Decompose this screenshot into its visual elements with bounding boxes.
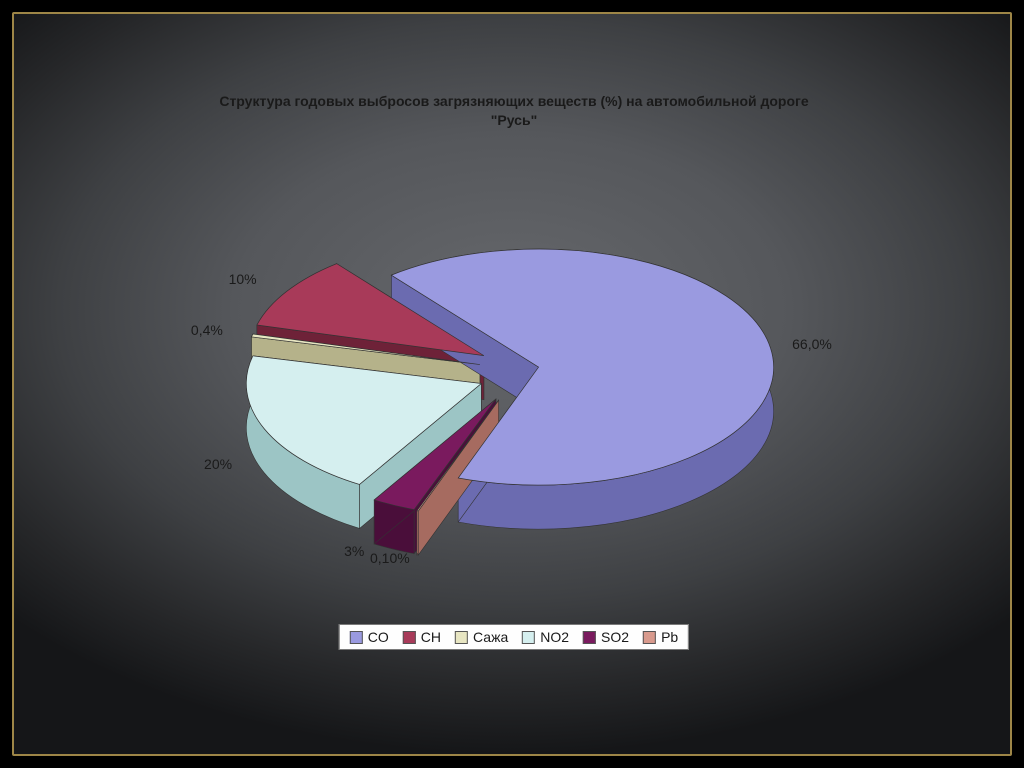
chart-title-line1: Структура годовых выбросов загрязняющих … xyxy=(94,92,934,111)
chart-plot-area: Структура годовых выбросов загрязняющих … xyxy=(94,84,934,664)
legend-item-Сажа: Сажа xyxy=(455,629,508,645)
legend-swatch xyxy=(643,631,656,644)
legend-item-CO: CO xyxy=(350,629,389,645)
data-label-NO2: 20% xyxy=(204,456,232,472)
data-label-SO2: 3% xyxy=(344,543,364,559)
legend: CO CH Сажа NO2 SO2 Pb xyxy=(339,624,689,650)
legend-item-Pb: Pb xyxy=(643,629,678,645)
chart-title-line2: "Русь" xyxy=(94,111,934,130)
slide-frame: Структура годовых выбросов загрязняющих … xyxy=(12,12,1012,756)
data-label-Сажа: 0,4% xyxy=(191,322,223,338)
legend-swatch xyxy=(583,631,596,644)
legend-item-NO2: NO2 xyxy=(522,629,569,645)
legend-label: NO2 xyxy=(540,629,569,645)
data-label-CO: 66,0% xyxy=(792,336,832,352)
legend-label: Сажа xyxy=(473,629,508,645)
chart-title: Структура годовых выбросов загрязняющих … xyxy=(94,92,934,130)
legend-item-CH: CH xyxy=(403,629,441,645)
legend-swatch xyxy=(522,631,535,644)
data-label-CH: 10% xyxy=(229,271,257,287)
legend-label: CH xyxy=(421,629,441,645)
legend-swatch xyxy=(455,631,468,644)
legend-swatch xyxy=(403,631,416,644)
legend-label: Pb xyxy=(661,629,678,645)
data-label-Pb: 0,10% xyxy=(370,550,410,566)
legend-item-SO2: SO2 xyxy=(583,629,629,645)
pie-chart: 66,0%10%0,4%20%3%0,10% xyxy=(204,184,814,604)
pie-svg xyxy=(204,184,814,604)
legend-label: CO xyxy=(368,629,389,645)
legend-label: SO2 xyxy=(601,629,629,645)
legend-swatch xyxy=(350,631,363,644)
